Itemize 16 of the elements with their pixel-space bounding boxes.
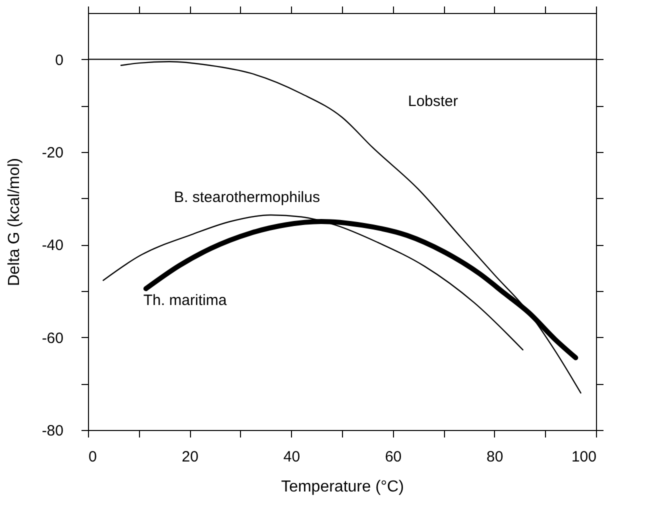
x-tick-label: 20 <box>182 448 198 466</box>
annotation: B. stearothermophilus <box>174 189 320 206</box>
x-tick-label: 0 <box>88 448 97 466</box>
x-tick-label: 40 <box>283 448 300 466</box>
x-tick-label: 100 <box>571 448 596 466</box>
y-tick-label: -80 <box>42 422 64 440</box>
x-axis-title: Temperature (°C) <box>281 478 404 496</box>
y-tick-label: -20 <box>42 144 64 162</box>
y-tick-label: 0 <box>55 52 64 69</box>
x-tick-label: 80 <box>486 448 504 466</box>
annotation: Th. maritima <box>143 292 228 309</box>
x-tick-label: 60 <box>384 448 402 466</box>
y-tick-label: -60 <box>42 330 64 347</box>
y-tick-label: -40 <box>42 237 64 254</box>
y-axis-title: Delta G (kcal/mol) <box>6 158 23 286</box>
annotation: Lobster <box>408 93 458 110</box>
